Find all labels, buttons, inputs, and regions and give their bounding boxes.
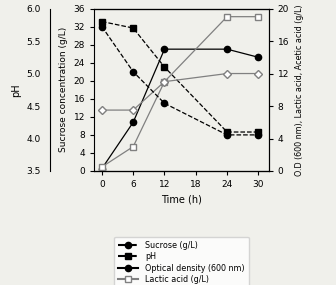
Y-axis label: Sucrose concentration (g/L): Sucrose concentration (g/L) bbox=[59, 27, 68, 152]
X-axis label: Time (h): Time (h) bbox=[161, 195, 202, 205]
Legend: Sucrose (g/L), pH, Optical density (600 nm), Lactic acid (g/L), Acetic acid (g/L: Sucrose (g/L), pH, Optical density (600 … bbox=[114, 237, 249, 285]
Y-axis label: pH: pH bbox=[11, 83, 21, 97]
Y-axis label: O.D (600 nm), Lactic acid, Acetic acid (g/L): O.D (600 nm), Lactic acid, Acetic acid (… bbox=[295, 4, 304, 176]
